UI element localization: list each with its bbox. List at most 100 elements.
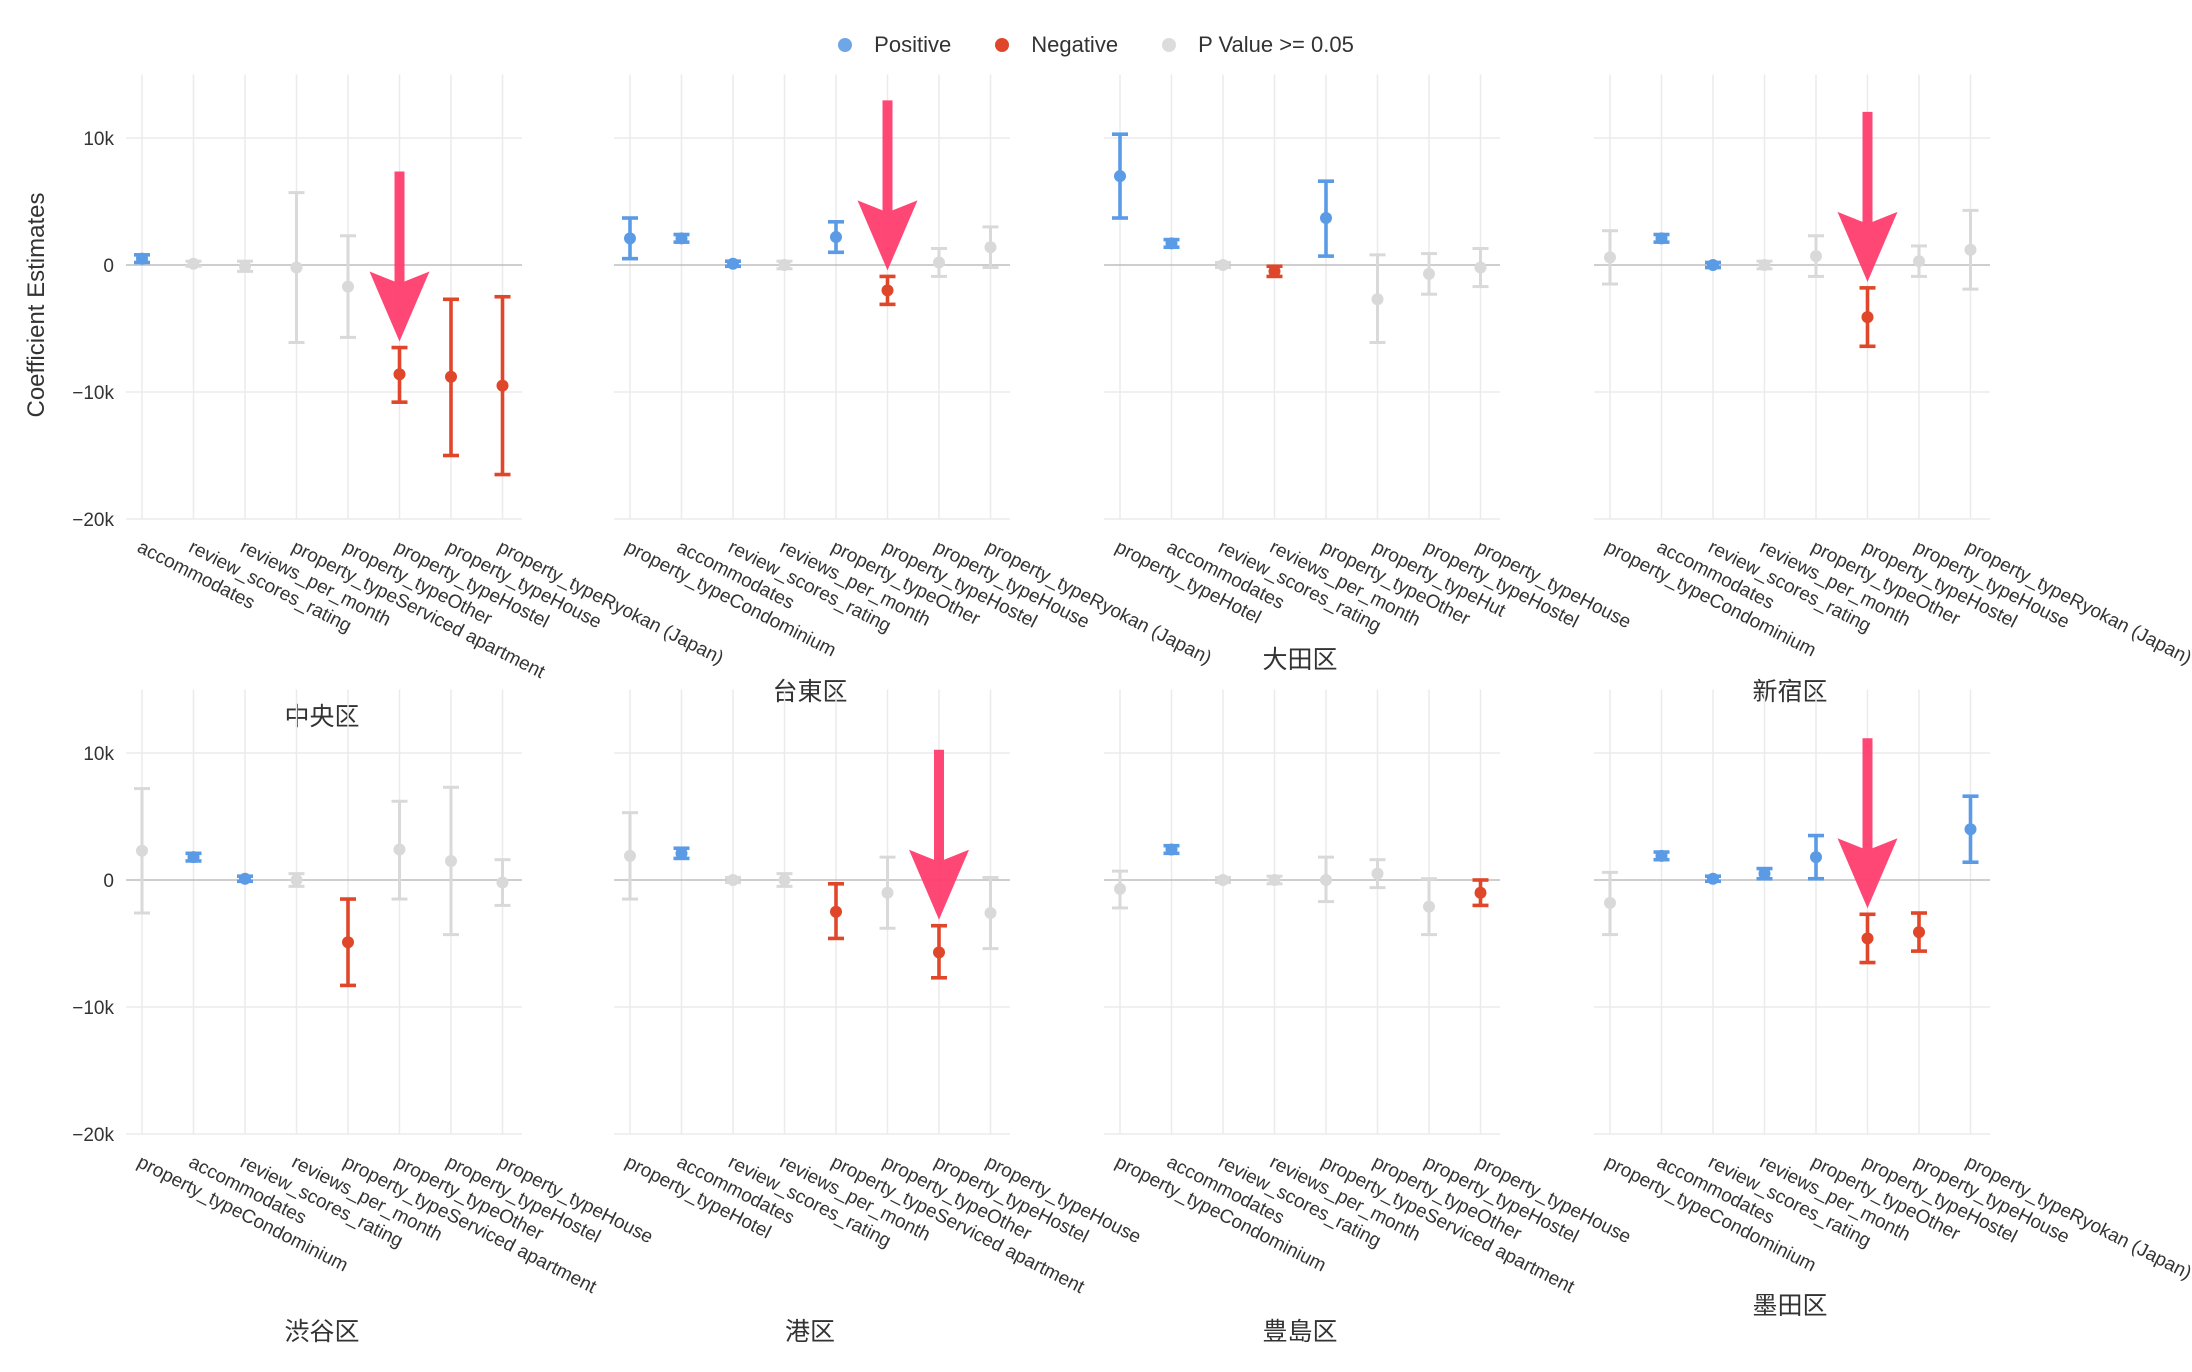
estimate-point — [830, 905, 842, 918]
y-tick-label: −20k — [72, 1125, 114, 1146]
estimate-point — [1320, 874, 1332, 886]
estimate-point — [1165, 843, 1178, 856]
highlight-arrow — [1837, 738, 1898, 909]
legend-marker-positive — [838, 38, 853, 52]
estimate-point — [1861, 311, 1874, 324]
estimate-point — [1604, 251, 1616, 264]
facet-title: 港区 — [785, 1318, 835, 1346]
estimate-point — [187, 257, 200, 270]
facet-panel: property_typeHotelaccommodatesreview_sco… — [1104, 74, 1634, 674]
estimate-point — [675, 232, 688, 245]
legend-item-negative: Negative — [995, 32, 1118, 58]
estimate-point — [778, 259, 791, 271]
estimate-point — [496, 876, 509, 889]
estimate-point — [290, 261, 303, 274]
facet-panel: property_typeCondominiumaccommodatesrevi… — [1594, 74, 2192, 706]
estimate-point — [727, 874, 739, 886]
estimate-point — [445, 370, 457, 383]
y-tick-label: −20k — [72, 510, 114, 531]
estimate-point — [1655, 849, 1668, 862]
estimate-point — [1913, 926, 1925, 939]
estimate-point — [1423, 267, 1435, 280]
estimate-point — [1268, 265, 1281, 278]
facet-title: 墨田区 — [1752, 1292, 1827, 1320]
estimate-point — [1474, 261, 1487, 274]
estimate-point — [342, 936, 354, 949]
estimate-point — [778, 874, 791, 886]
estimate-point — [984, 241, 997, 254]
facet-panel: property_typeCondominiumaccommodatesrevi… — [1104, 689, 1634, 1346]
legend-item-insignificant: P Value >= 0.05 — [1162, 32, 1354, 58]
estimate-point — [624, 232, 636, 245]
y-tick-label: −10k — [72, 998, 114, 1019]
facet-panel: 10k0−10k−20kproperty_typeCondominiumacco… — [72, 689, 656, 1346]
estimate-point — [136, 844, 148, 857]
estimate-point — [187, 851, 200, 864]
y-tick-label: 0 — [103, 256, 114, 277]
estimate-point — [290, 874, 303, 886]
estimate-point — [1655, 232, 1668, 245]
legend: Positive Negative P Value >= 0.05 — [0, 32, 2192, 58]
facet-panel: 10k0−10k−20kaccommodatesreview_scores_ra… — [72, 74, 727, 731]
highlight-arrow — [1837, 111, 1898, 282]
estimate-point — [881, 886, 894, 899]
estimate-point — [239, 872, 251, 885]
estimate-point — [1371, 293, 1384, 306]
estimate-point — [445, 854, 457, 867]
estimate-point — [624, 849, 636, 862]
y-tick-label: 0 — [103, 871, 114, 892]
facet-title: 大田区 — [1262, 646, 1337, 674]
estimate-point — [1810, 851, 1822, 864]
estimate-point — [1707, 259, 1719, 271]
estimate-point — [1217, 874, 1229, 886]
legend-label-positive: Positive — [874, 32, 952, 57]
estimate-point — [1371, 867, 1384, 880]
legend-label-negative: Negative — [1031, 32, 1119, 57]
estimate-point — [933, 256, 945, 269]
estimate-point — [239, 260, 251, 273]
estimate-point — [1758, 867, 1771, 880]
estimate-point — [727, 257, 739, 270]
facet-panel: property_typeCondominiumaccommodatesrevi… — [1594, 689, 2192, 1320]
estimate-point — [1810, 250, 1822, 263]
facet-title: 豊島区 — [1262, 1318, 1337, 1346]
estimate-point — [1758, 259, 1771, 271]
estimate-point — [1707, 872, 1719, 885]
highlight-arrow — [909, 749, 969, 920]
y-tick-label: 10k — [83, 744, 114, 765]
legend-marker-insignificant — [1162, 38, 1177, 52]
estimate-point — [1320, 212, 1332, 225]
facet-title: 渋谷区 — [284, 1318, 359, 1346]
estimate-point — [830, 231, 842, 244]
facet-panel: property_typeHotelaccommodatesreview_sco… — [614, 689, 1144, 1346]
highlight-arrow — [369, 171, 430, 342]
facet-panel: property_typeCondominiumaccommodatesrevi… — [614, 74, 1215, 706]
estimate-point — [1423, 900, 1435, 913]
estimate-point — [1964, 823, 1977, 836]
estimate-point — [136, 252, 148, 265]
estimate-point — [675, 847, 688, 860]
highlight-arrow — [857, 100, 918, 271]
estimate-point — [1114, 170, 1126, 183]
estimate-point — [1474, 886, 1487, 899]
estimate-point — [1165, 237, 1178, 250]
estimate-point — [1913, 255, 1925, 268]
y-axis-title: Coefficient Estimates — [23, 193, 50, 418]
legend-label-insignificant: P Value >= 0.05 — [1198, 32, 1354, 57]
estimate-point — [1217, 259, 1229, 271]
y-tick-label: −10k — [72, 383, 114, 404]
estimate-point — [881, 284, 894, 297]
estimate-point — [1861, 932, 1874, 945]
legend-item-positive: Positive — [838, 32, 951, 58]
estimate-point — [1604, 896, 1616, 909]
estimate-point — [1268, 874, 1281, 886]
estimate-point — [984, 907, 997, 920]
estimate-point — [1114, 882, 1126, 895]
estimate-point — [1964, 243, 1977, 256]
estimate-point — [933, 946, 945, 959]
estimate-point — [496, 379, 509, 392]
estimate-point — [393, 368, 406, 381]
y-tick-label: 10k — [83, 129, 114, 150]
